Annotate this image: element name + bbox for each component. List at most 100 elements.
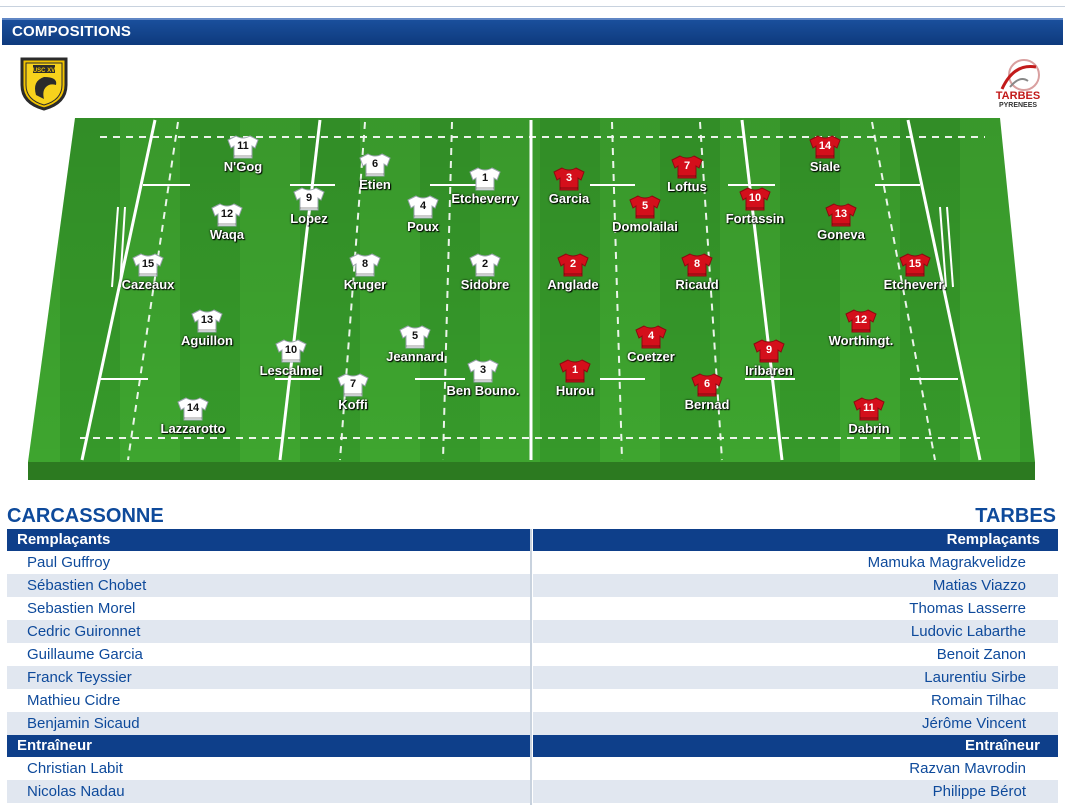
away-player: 10 Fortassin [710,186,800,226]
jersey-icon: 7 [337,373,369,397]
away-player-name: Hurou [555,383,595,398]
jersey-icon: 1 [559,359,591,383]
svg-text:14: 14 [819,140,832,152]
away-player-name: Ricaud [675,277,719,292]
away-player: 12 Worthingt. [816,308,906,348]
away-sub-row: Matias Viazzo [533,574,1058,597]
home-team-name: CARCASSONNE [7,505,164,527]
away-subs-header: Remplaçants [533,529,1058,551]
home-sub-row: Guillaume Garcia [27,646,143,663]
jersey-icon: 14 [177,397,209,421]
home-player-name: Koffi [338,397,368,412]
away-sub-row: Mamuka Magrakvelidze [867,554,1026,571]
svg-text:1: 1 [482,172,488,184]
rugby-pitch: 11 N'Gog 6 Etien 9 Lopez 12 Waqa 4 Poux 1 Etcheverr… [0,112,1065,492]
away-coach-header: Entraîneur [533,735,1058,757]
svg-text:5: 5 [412,330,418,342]
jersey-icon: 6 [691,373,723,397]
home-player: 14 Lazzarotto [148,396,238,436]
away-logo-text-2: PYRENEES [999,102,1037,109]
away-logo-text-1: TARBES [996,90,1040,102]
home-sub-row: Paul Guffroy [27,554,111,571]
home-player-name: Lopez [290,211,328,226]
home-player-name: Etien [359,177,391,192]
home-sub-row: Sebastien Morel [27,600,136,617]
home-coach-row: Nicolas Nadau [7,780,532,803]
away-player-name: Loftus [667,179,707,194]
roster-divider [530,529,532,805]
away-sub-row: Thomas Lasserre [909,600,1026,617]
jersey-icon: 12 [211,203,243,227]
svg-text:8: 8 [362,258,368,270]
home-player: 3 Ben Bouno. [438,358,528,398]
away-player: 15 Etcheverr. [870,252,960,292]
usc-xv-shield-logo: USC XV [20,57,68,111]
home-player: 2 Sidobre [440,252,530,292]
svg-text:2: 2 [570,258,576,270]
home-player-name: Lazzarotto [160,421,226,436]
svg-text:7: 7 [350,378,356,390]
home-player: 9 Lopez [264,186,354,226]
home-player-name: Cazeaux [121,277,175,292]
jersey-icon: 9 [753,339,785,363]
away-player: 3 Garcia [524,166,614,206]
svg-text:15: 15 [909,258,921,270]
home-player: 6 Etien [330,152,420,192]
home-logo-text: USC XV [33,68,55,74]
home-player-name: N'Gog [223,159,263,174]
jersey-icon: 15 [132,253,164,277]
jersey-icon: 11 [853,397,885,421]
home-player-name: Lescalmel [259,363,323,378]
away-player-name: Goneva [817,227,865,242]
svg-text:12: 12 [855,314,867,326]
svg-text:9: 9 [306,192,312,204]
jersey-icon: 2 [469,253,501,277]
home-player: 15 Cazeaux [103,252,193,292]
away-player: 13 Goneva [796,202,886,242]
away-player-name: Coetzer [627,349,675,364]
away-player-name: Etcheverr. [883,277,947,292]
home-player: 1 Etcheverry [440,166,530,206]
home-player-name: Kruger [343,277,387,292]
away-player: 1 Hurou [530,358,620,398]
home-player: 4 Poux [378,194,468,234]
away-sub-row: Benoit Zanon [936,646,1026,663]
jersey-icon: 7 [671,155,703,179]
away-player-name: Dabrin [848,421,890,436]
jersey-icon: 5 [629,195,661,219]
jersey-icon: 13 [825,203,857,227]
home-player: 13 Aguillon [162,308,252,348]
away-player-name: Domolailai [612,219,678,234]
away-player-name: Fortassin [725,211,785,226]
home-sub-row: Franck Teyssier [7,666,532,689]
away-player: 4 Coetzer [606,324,696,364]
home-sub-row: Cedric Guironnet [7,620,532,643]
jersey-icon: 11 [227,135,259,159]
svg-text:3: 3 [566,172,572,184]
away-coach-row: Philippe Bérot [533,780,1058,803]
svg-text:8: 8 [694,258,700,270]
svg-text:6: 6 [704,378,710,390]
home-coach-row: Christian Labit [27,760,123,777]
away-player: 7 Loftus [642,154,732,194]
svg-text:11: 11 [863,402,875,414]
svg-text:1: 1 [572,364,578,376]
away-player-name: Anglade [547,277,599,292]
home-player: 5 Jeannard [370,324,460,364]
home-coach-header: Entraîneur [7,735,532,757]
home-roster: Remplaçants Paul Guffroy Sébastien Chobe… [7,529,532,803]
jersey-icon: 4 [635,325,667,349]
svg-text:9: 9 [766,344,772,356]
away-player: 11 Dabrin [824,396,914,436]
svg-text:2: 2 [482,258,488,270]
home-player-name: Aguillon [181,333,233,348]
home-player: 10 Lescalmel [246,338,336,378]
home-player-name: Waqa [209,227,245,242]
away-sub-row: Jérôme Vincent [533,712,1058,735]
jersey-icon: 12 [845,309,877,333]
top-divider [0,6,1065,7]
jersey-icon: 8 [349,253,381,277]
jersey-icon: 8 [681,253,713,277]
away-team-name: TARBES [975,505,1056,527]
away-player: 5 Domolailai [600,194,690,234]
